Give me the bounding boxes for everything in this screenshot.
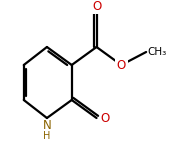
Text: O: O xyxy=(100,111,110,124)
Text: O: O xyxy=(92,0,101,13)
Text: N: N xyxy=(43,119,51,132)
Text: CH₃: CH₃ xyxy=(147,47,166,57)
Text: O: O xyxy=(117,58,126,71)
Text: H: H xyxy=(43,131,51,141)
